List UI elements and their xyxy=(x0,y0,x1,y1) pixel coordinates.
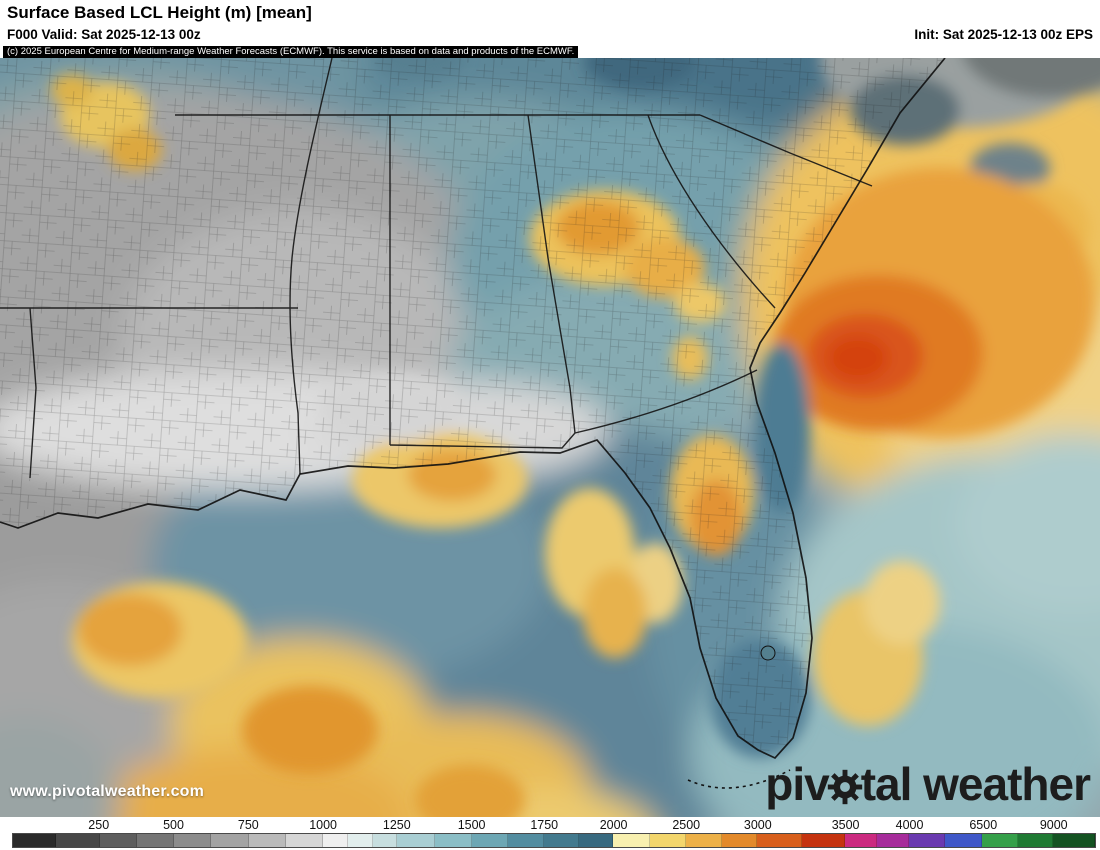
colorbar-tick-label: 500 xyxy=(163,818,184,832)
colorbar-tick-label: 9000 xyxy=(1039,818,1068,832)
colorbar-cell xyxy=(613,834,651,847)
colorbar-cell xyxy=(56,834,100,847)
header: Surface Based LCL Height (m) [mean] F000… xyxy=(0,0,1100,58)
colorbar-cell xyxy=(844,834,878,847)
colorbar: 250 500 750 1000 1250 1500 1750 2000 2500 3000 350… xyxy=(0,817,1100,850)
colorbar-tick-label: 3500 xyxy=(831,818,860,832)
page-title: Surface Based LCL Height (m) [mean] xyxy=(7,3,312,22)
colorbar-cell xyxy=(397,834,435,847)
colorbar-cell xyxy=(908,834,946,847)
colorbar-cell xyxy=(373,834,397,847)
colorbar-cell xyxy=(210,834,249,847)
colorbar-tick-label: 1750 xyxy=(530,818,559,832)
weather-map: www.pivotalweather.com piv tal weather xyxy=(0,58,1100,817)
logo-text-after: tal weather xyxy=(860,758,1091,810)
colorbar-cell xyxy=(1017,834,1053,847)
colorbar-cell xyxy=(685,834,722,847)
pivotal-weather-logo: piv tal weather xyxy=(765,757,1091,811)
watermark: www.pivotalweather.com xyxy=(10,783,205,800)
colorbar-cell xyxy=(757,834,802,847)
colorbar-cell xyxy=(1052,834,1095,847)
colorbar-strip xyxy=(12,833,1096,848)
colorbar-cell xyxy=(877,834,909,847)
logo-text-before: piv xyxy=(765,758,829,810)
colorbar-labels: 250 500 750 1000 1250 1500 1750 2000 2500 3000 350… xyxy=(12,818,1096,833)
colorbar-tick-label: 1250 xyxy=(382,818,411,832)
copyright-bar: (c) 2025 European Centre for Medium-rang… xyxy=(3,46,579,58)
colorbar-cell xyxy=(434,834,472,847)
colorbar-cell xyxy=(982,834,1018,847)
colorbar-cell xyxy=(578,834,614,847)
colorbar-tick-label: 3000 xyxy=(743,818,772,832)
colorbar-tick-label: 750 xyxy=(237,818,259,832)
colorbar-cell xyxy=(323,834,349,847)
colorbar-cell xyxy=(248,834,286,847)
colorbar-tick-label: 1500 xyxy=(457,818,486,832)
valid-time-label: F000 Valid: Sat 2025-12-13 00z xyxy=(7,27,201,42)
colorbar-cell xyxy=(348,834,374,847)
lake-okeechobee xyxy=(760,645,776,661)
colorbar-cell xyxy=(544,834,579,847)
florida-keys xyxy=(687,769,791,789)
colorbar-cell xyxy=(721,834,758,847)
colorbar-tick-label: 250 xyxy=(88,818,110,832)
colorbar-tick-label: 4000 xyxy=(895,818,924,832)
colorbar-cell xyxy=(471,834,509,847)
colorbar-cell xyxy=(801,834,845,847)
init-time-label: Init: Sat 2025-12-13 00z EPS xyxy=(914,27,1093,42)
gear-icon xyxy=(827,769,862,805)
colorbar-cell xyxy=(13,834,57,847)
colorbar-cell xyxy=(174,834,211,847)
colorbar-tick-label: 2500 xyxy=(672,818,701,832)
weather-map-svg xyxy=(0,58,1100,817)
colorbar-cell xyxy=(650,834,686,847)
coastline xyxy=(0,58,946,760)
colorbar-cell xyxy=(99,834,138,847)
colorbar-tick-label: 6500 xyxy=(969,818,998,832)
colorbar-cell xyxy=(137,834,175,847)
state-borders xyxy=(0,58,873,479)
colorbar-tick-label: 1000 xyxy=(309,818,337,832)
colorbar-cell xyxy=(508,834,545,847)
colorbar-tick-label: 2000 xyxy=(599,818,628,832)
colorbar-cell xyxy=(945,834,983,847)
colorbar-cell xyxy=(285,834,324,847)
